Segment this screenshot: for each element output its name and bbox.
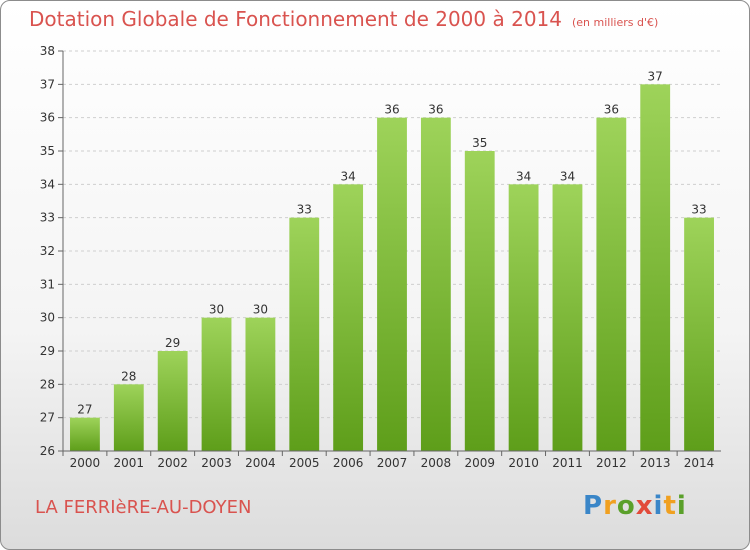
x-tick-label: 2014 bbox=[684, 456, 715, 470]
logo-letter: P bbox=[583, 491, 604, 521]
data-label: 36 bbox=[384, 103, 399, 117]
bar bbox=[508, 184, 539, 452]
bar bbox=[245, 317, 276, 451]
y-tick-label: 34 bbox=[40, 177, 55, 191]
x-tick-label: 2011 bbox=[552, 456, 583, 470]
data-label: 29 bbox=[165, 336, 180, 350]
y-tick-label: 33 bbox=[40, 211, 55, 225]
bar bbox=[70, 417, 100, 451]
data-label: 30 bbox=[209, 303, 224, 317]
data-label: 37 bbox=[648, 69, 663, 83]
data-label: 36 bbox=[604, 103, 619, 117]
logo-letter: o bbox=[616, 491, 636, 521]
bar bbox=[201, 317, 232, 451]
data-label: 35 bbox=[472, 136, 487, 150]
y-tick-label: 32 bbox=[40, 244, 55, 258]
bar bbox=[113, 384, 144, 451]
logo-letter: x bbox=[635, 491, 654, 521]
y-tick-label: 26 bbox=[40, 444, 55, 458]
x-tick-label: 2013 bbox=[640, 456, 671, 470]
x-tick-label: 2010 bbox=[508, 456, 539, 470]
x-tick-label: 2006 bbox=[333, 456, 364, 470]
x-tick-label: 2007 bbox=[377, 456, 408, 470]
x-tick-label: 2012 bbox=[596, 456, 627, 470]
proxiti-logo[interactable]: Proxiti bbox=[583, 491, 687, 521]
y-tick-label: 37 bbox=[40, 77, 55, 91]
logo-letter: t bbox=[663, 491, 677, 521]
data-label: 34 bbox=[340, 169, 355, 183]
bar bbox=[464, 151, 495, 451]
chart-title: Dotation Globale de Fonctionnement de 20… bbox=[29, 7, 658, 31]
bars-layer bbox=[70, 84, 714, 452]
data-label: 34 bbox=[516, 169, 531, 183]
data-label: 30 bbox=[253, 303, 268, 317]
bar bbox=[552, 184, 583, 452]
x-tick-label: 2004 bbox=[245, 456, 276, 470]
x-tick-label: 2008 bbox=[421, 456, 452, 470]
x-tick-label: 2001 bbox=[114, 456, 145, 470]
x-tick-label: 2009 bbox=[464, 456, 495, 470]
x-tick-label: 2002 bbox=[157, 456, 188, 470]
data-label: 27 bbox=[77, 403, 92, 417]
bar bbox=[420, 117, 451, 452]
data-label: 36 bbox=[428, 103, 443, 117]
y-tick-label: 35 bbox=[40, 144, 55, 158]
x-tick-label: 2005 bbox=[289, 456, 320, 470]
logo-letter: i bbox=[676, 491, 687, 521]
title-unit: (en milliers d'€) bbox=[572, 16, 659, 29]
commune-name: LA FERRIèRE-AU-DOYEN bbox=[35, 497, 252, 518]
bar bbox=[377, 117, 407, 452]
labels-layer: 27 28 29 30 30 33 34 36 36 35 34 34 36 37 33 bbox=[77, 69, 706, 416]
logo-letter: i bbox=[653, 491, 664, 521]
bar bbox=[684, 217, 714, 451]
bar bbox=[289, 217, 320, 451]
data-label: 28 bbox=[121, 369, 136, 383]
x-tick-label: 2000 bbox=[70, 456, 101, 470]
axis-layer: 26 27 28 29 30 31 32 33 34 35 36 37 38 2000 2001 2002 20… bbox=[40, 44, 721, 470]
y-tick-label: 29 bbox=[40, 344, 55, 358]
bar bbox=[640, 84, 671, 451]
data-label: 33 bbox=[297, 203, 312, 217]
y-tick-label: 38 bbox=[40, 44, 55, 58]
bar bbox=[157, 351, 188, 451]
data-label: 33 bbox=[691, 203, 706, 217]
y-tick-label: 30 bbox=[40, 311, 55, 325]
y-tick-label: 31 bbox=[40, 277, 55, 291]
x-tick-label: 2003 bbox=[201, 456, 232, 470]
y-tick-label: 28 bbox=[40, 377, 55, 391]
title-text: Dotation Globale de Fonctionnement de 20… bbox=[29, 7, 562, 31]
data-label: 34 bbox=[560, 169, 575, 183]
logo-letter: r bbox=[603, 491, 617, 521]
y-tick-label: 27 bbox=[40, 411, 55, 425]
bar bbox=[596, 117, 627, 452]
y-tick-label: 36 bbox=[40, 111, 55, 125]
bar bbox=[333, 184, 364, 452]
